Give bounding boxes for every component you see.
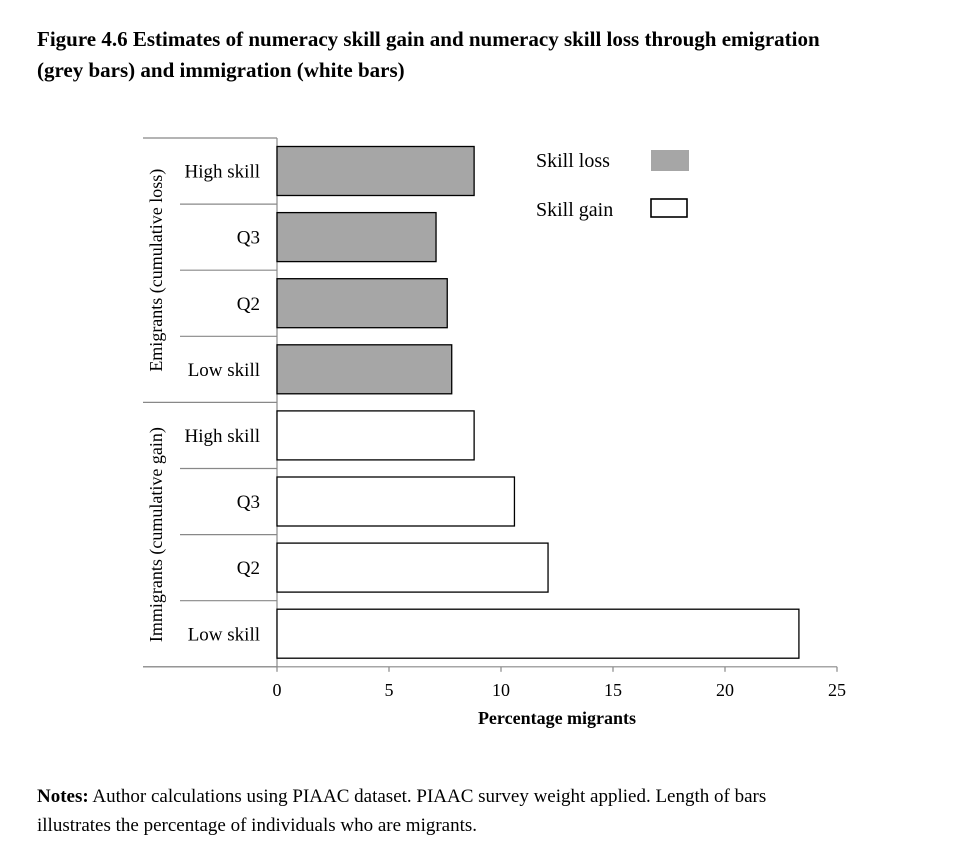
category-label: High skill: [185, 426, 260, 447]
x-tick-label: 0: [273, 680, 282, 700]
legend-swatch: [650, 198, 688, 218]
x-tick-label: 15: [604, 680, 622, 700]
x-tick-label: 25: [828, 680, 846, 700]
group-label: Immigrants (cumulative gain): [146, 427, 167, 642]
notes-line1: Notes: Author calculations using PIAAC d…: [37, 782, 937, 811]
figure-notes: Notes: Author calculations using PIAAC d…: [37, 782, 937, 840]
category-label: Q3: [237, 228, 260, 249]
figure-title-line2: (grey bars) and immigration (white bars): [37, 58, 405, 82]
x-tick-label: 5: [385, 680, 394, 700]
notes-label: Notes:: [37, 786, 89, 807]
bar-skill-gain: [276, 542, 549, 593]
legend-label: Skill gain: [536, 199, 613, 221]
notes-text-line2: illustrates the percentage of individual…: [37, 815, 478, 836]
bar-skill-loss: [276, 278, 448, 329]
category-label: Low skill: [188, 624, 260, 645]
bar-skill-gain: [276, 476, 516, 527]
category-label: Q3: [237, 492, 260, 513]
bar-skill-gain: [276, 608, 800, 659]
legend-swatch: [651, 150, 689, 171]
bar-skill-loss: [276, 211, 437, 263]
x-axis-title: Percentage migrants: [478, 708, 636, 728]
x-tick-label: 20: [716, 680, 734, 700]
bar-skill-loss: [276, 145, 475, 197]
bar-skill-loss: [276, 344, 453, 395]
category-label: Low skill: [188, 360, 260, 381]
figure-title-line1: Figure 4.6 Estimates of numeracy skill g…: [37, 27, 820, 51]
category-label: High skill: [185, 162, 260, 183]
group-label: Emigrants (cumulative loss): [146, 169, 167, 372]
figure-title: Figure 4.6 Estimates of numeracy skill g…: [37, 24, 937, 86]
category-label: Q2: [237, 294, 260, 315]
legend-label: Skill loss: [536, 150, 610, 172]
notes-text-line1: Author calculations using PIAAC dataset.…: [88, 786, 767, 807]
bar-skill-gain: [276, 410, 475, 461]
bar-chart: Emigrants (cumulative loss) High skill Q3 Q…: [143, 137, 846, 728]
x-tick-label: 10: [492, 680, 510, 700]
category-label: Q2: [237, 558, 260, 579]
